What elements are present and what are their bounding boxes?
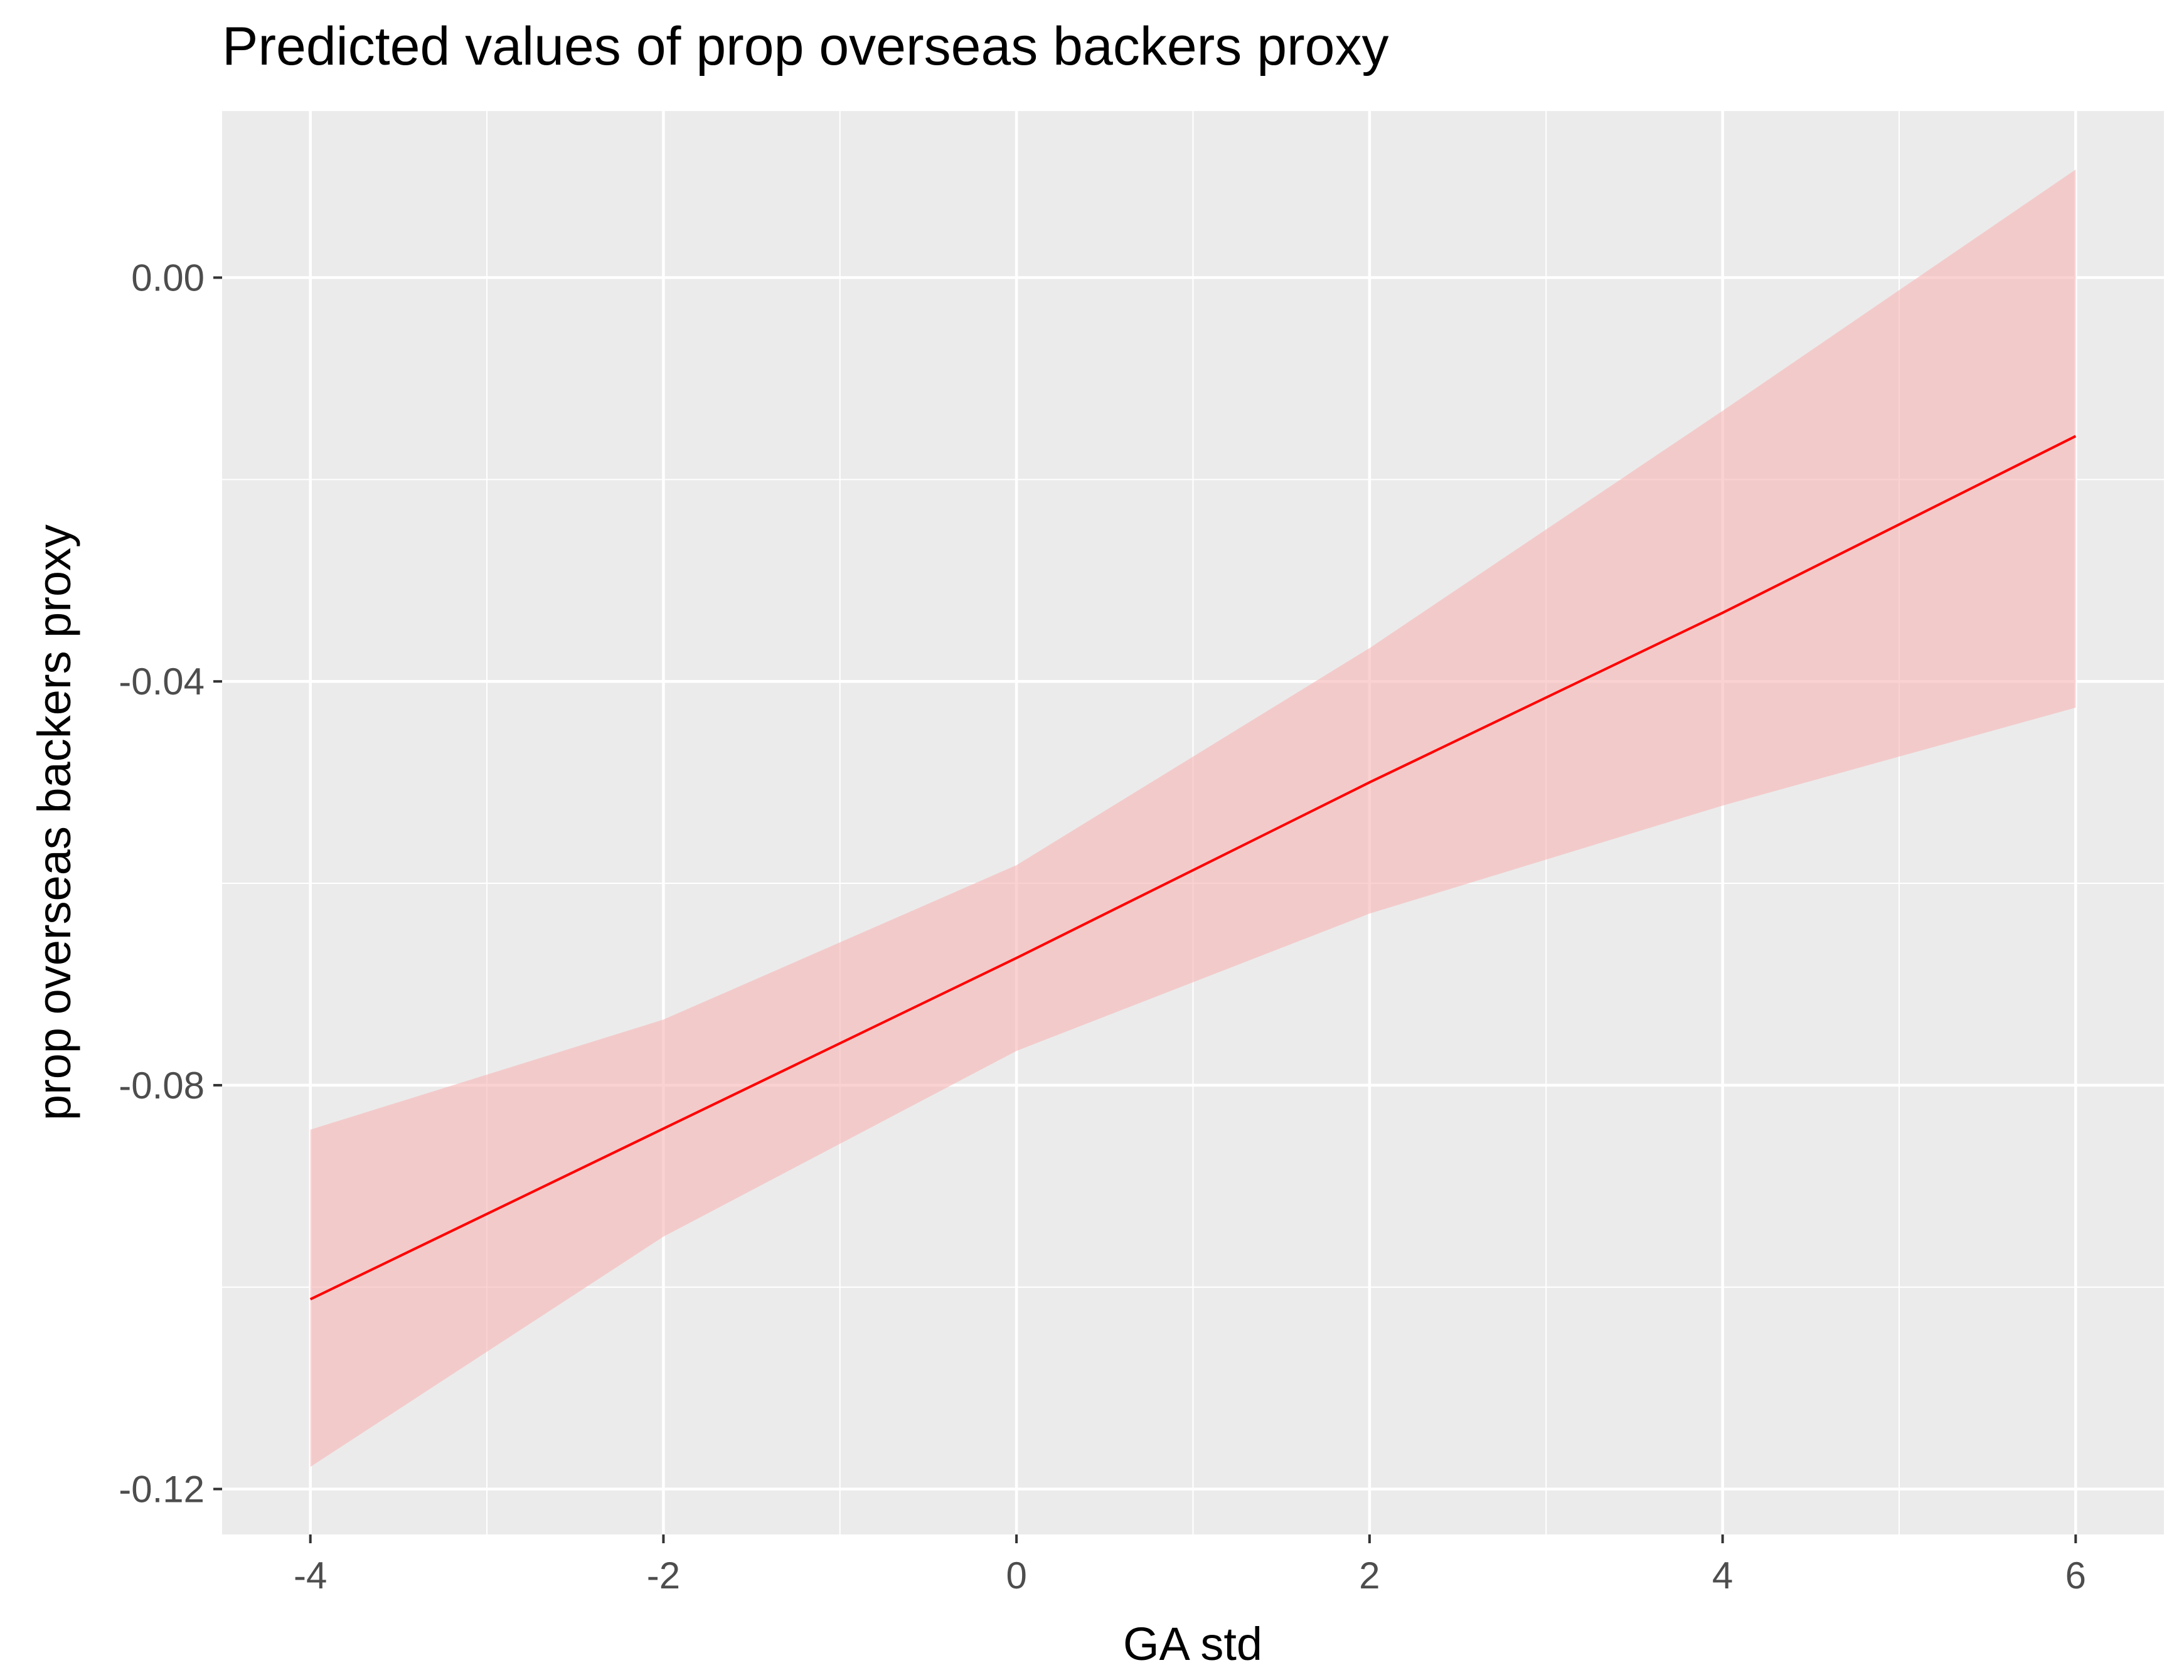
x-tick-label: 2 (1359, 1555, 1380, 1597)
y-tick-label: 0.00 (131, 257, 205, 299)
x-tick-label: 6 (2065, 1555, 2086, 1597)
y-axis-tick-labels: -0.12 -0.08 -0.04 0.00 (119, 257, 205, 1511)
y-axis-ticks (213, 276, 222, 1491)
y-axis-title: prop overseas backers proxy (28, 524, 80, 1120)
y-tick-label: -0.08 (119, 1065, 205, 1107)
x-tick-label: -4 (294, 1555, 327, 1597)
x-axis-ticks (309, 1534, 2077, 1543)
prediction-line (309, 435, 2077, 1300)
x-tick-label: -2 (647, 1555, 680, 1597)
y-tick-label: -0.12 (119, 1469, 205, 1511)
x-tick-label: 0 (1006, 1555, 1026, 1597)
x-axis-title: GA std (1123, 1618, 1262, 1670)
y-tick-label: -0.04 (119, 661, 205, 703)
confidence-ribbon (310, 169, 2076, 1467)
x-axis-tick-labels: -4 -2 0 2 4 6 (294, 1555, 2086, 1597)
x-tick-label: 4 (1712, 1555, 1733, 1597)
chart-title: Predicted values of prop overseas backer… (222, 16, 1389, 77)
